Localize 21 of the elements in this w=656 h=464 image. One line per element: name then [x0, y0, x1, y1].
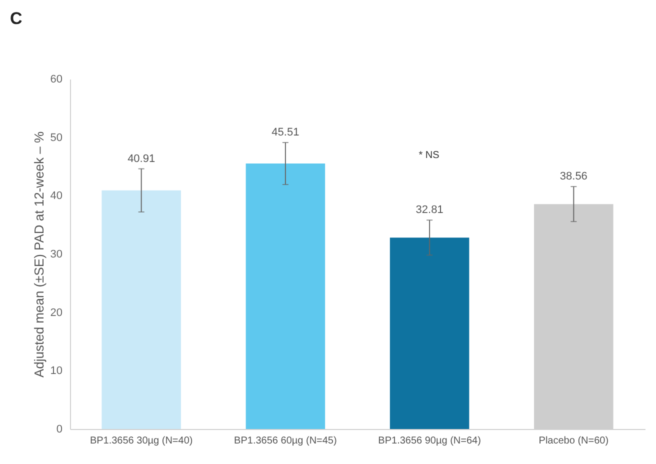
annotation: * NS: [418, 150, 440, 161]
y-tick-label: 20: [50, 306, 62, 319]
x-tick-label: BP1.3656 90µg (N=64): [378, 436, 481, 446]
data-label: 38.56: [560, 170, 588, 183]
y-axis-title: Adjusted mean (±SE) PAD at 12-week – %: [31, 131, 46, 378]
y-tick-label: 0: [56, 424, 62, 436]
data-label: 45.51: [272, 126, 300, 139]
y-tick-label: 10: [50, 365, 62, 378]
bar: [390, 238, 470, 429]
data-label: 32.81: [416, 204, 444, 216]
x-tick-label: BP1.3656 30µg (N=40): [90, 436, 193, 446]
chart-title: C: [10, 9, 22, 28]
x-tick-label: Placebo (N=60): [538, 436, 609, 446]
y-tick-label: 30: [50, 248, 62, 260]
y-tick-label: 50: [50, 132, 62, 144]
y-tick-label: 60: [50, 74, 62, 86]
data-label: 40.91: [128, 152, 156, 165]
bar: [102, 190, 181, 429]
bar: [246, 164, 326, 429]
y-tick-label: 40: [50, 190, 62, 202]
x-tick-label: BP1.3656 60µg (N=45): [234, 436, 337, 446]
